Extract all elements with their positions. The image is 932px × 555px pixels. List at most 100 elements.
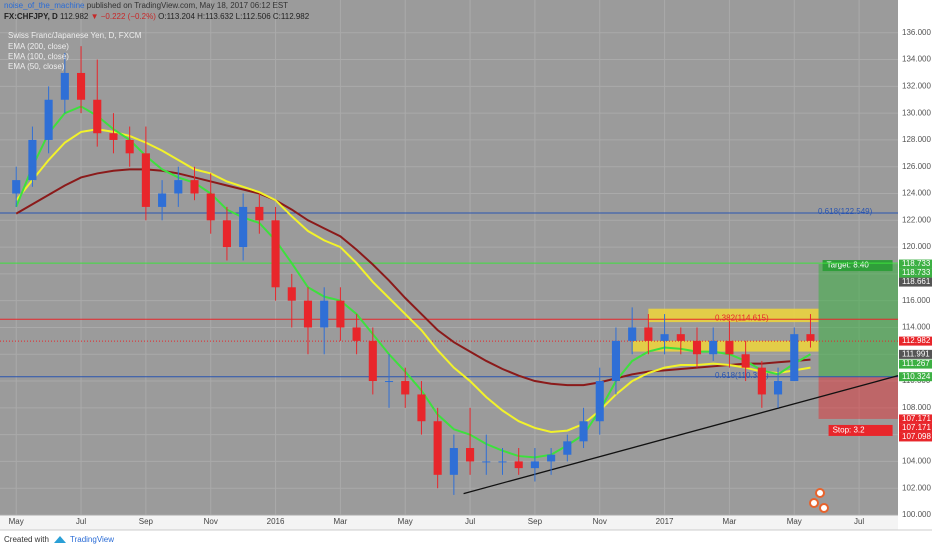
candle-body xyxy=(206,193,215,221)
candle-body xyxy=(628,327,637,341)
y-tick-label: 126.000 xyxy=(902,162,931,171)
brand-logo xyxy=(54,536,66,543)
price-label: 118.733 xyxy=(902,268,931,277)
candle-body xyxy=(611,340,621,382)
y-tick-label: 116.000 xyxy=(902,296,931,305)
legend-item: EMA (100, close) xyxy=(8,52,69,61)
stop-label: Stop: 3.2 xyxy=(833,426,866,435)
ema-line xyxy=(15,128,811,433)
level-label: 0.618(122.549) xyxy=(818,207,873,216)
y-tick-label: 108.000 xyxy=(902,403,931,412)
y-tick-label: 120.000 xyxy=(902,242,931,251)
y-tick-label: 102.000 xyxy=(902,483,931,492)
price-badge xyxy=(899,349,932,359)
stop-badge xyxy=(828,424,893,436)
candle-body xyxy=(660,334,669,341)
y-tick-label: 122.000 xyxy=(902,215,931,224)
published: published on TradingView.com, May 18, 20… xyxy=(85,1,289,10)
x-tick-label: Nov xyxy=(204,517,218,526)
candle-body xyxy=(190,180,199,194)
symbol-line: FX:CHFJPY, D 112.982 ▼ −0.222 (−0.2%) O:… xyxy=(4,12,310,21)
price-label: 118.661 xyxy=(902,277,931,286)
author[interactable]: noise_of_the_machine xyxy=(4,1,85,10)
candle-body xyxy=(401,381,410,395)
y-tick-label: 136.000 xyxy=(902,28,931,37)
price-badge xyxy=(899,423,932,433)
stop-zone xyxy=(818,376,898,419)
candle-body xyxy=(644,327,653,341)
price-badge xyxy=(899,414,932,424)
y-tick-label: 104.000 xyxy=(902,457,931,466)
candle-body xyxy=(482,461,491,463)
change: ▼ −0.222 (−0.2%) xyxy=(91,12,157,21)
price-label: 107.171 xyxy=(902,423,931,432)
x-tick-label: 2016 xyxy=(267,517,285,526)
candle-body xyxy=(449,448,458,475)
candle-body xyxy=(255,206,264,221)
candle-body xyxy=(579,421,588,442)
candle-body xyxy=(773,381,783,395)
x-tick-label: 2017 xyxy=(656,517,674,526)
candle-body xyxy=(676,334,685,341)
candle-body xyxy=(76,72,86,100)
candle-body xyxy=(514,461,523,469)
y-tick-label: 128.000 xyxy=(902,135,931,144)
trendline xyxy=(463,375,899,495)
y-tick-label: 130.000 xyxy=(902,108,931,117)
candle-body xyxy=(595,381,604,422)
candle-body xyxy=(498,461,507,463)
candle-body xyxy=(174,180,183,194)
time-axis xyxy=(0,515,898,530)
target-label: Target: 8.40 xyxy=(827,261,870,270)
x-tick-label: Mar xyxy=(334,517,348,526)
x-tick-label: May xyxy=(787,517,802,526)
legend-item: EMA (50, close) xyxy=(8,62,65,71)
price: 112.982 xyxy=(60,12,89,21)
price-badge xyxy=(899,432,932,442)
x-tick-label: Sep xyxy=(528,517,543,526)
price-label: 111.267 xyxy=(902,359,930,368)
candle-body xyxy=(547,454,556,462)
candle-body xyxy=(757,367,766,395)
candle-body xyxy=(433,421,442,475)
drawing-icons xyxy=(809,488,829,513)
candle-body xyxy=(336,300,345,328)
price-badge xyxy=(899,259,932,269)
price-label: 118.733 xyxy=(902,259,931,268)
legend-item: EMA (200, close) xyxy=(8,42,69,51)
y-tick-label: 124.000 xyxy=(902,189,931,198)
candle-body xyxy=(692,340,702,355)
price-label: 112.982 xyxy=(902,336,931,345)
header-line: noise_of_the_machine published on Tradin… xyxy=(4,1,288,10)
footer-brand[interactable]: TradingView xyxy=(70,535,114,544)
candle-body xyxy=(158,193,167,207)
level-label: 0.618(110.324) xyxy=(715,371,769,380)
target-badge xyxy=(822,260,893,272)
price-label: 111.991 xyxy=(902,349,930,358)
price-badge xyxy=(899,359,932,369)
candle-body xyxy=(790,334,799,382)
candle-body xyxy=(44,99,53,140)
symbol: FX:CHFJPY, D xyxy=(4,12,58,21)
price-label: 107.171 xyxy=(902,414,931,423)
ohlc: O:113.204 H:113.632 L:112.506 C:112.982 xyxy=(158,12,310,21)
y-tick-label: 100.000 xyxy=(902,510,931,519)
candle-body xyxy=(109,133,118,140)
candle-body xyxy=(806,334,815,341)
candle-body xyxy=(320,300,329,328)
candle-body xyxy=(303,300,313,328)
candle-body xyxy=(93,99,102,134)
x-tick-label: Jul xyxy=(854,517,864,526)
plot-layer: Target: 8.40 Stop: 3.2 0.618(122.549) 0.382… xyxy=(0,0,899,516)
candle-body xyxy=(239,206,248,248)
candle-body xyxy=(222,220,231,248)
target-zone xyxy=(818,264,898,377)
plot-area xyxy=(0,0,898,515)
candle-body xyxy=(709,340,718,355)
candle-body xyxy=(125,139,134,154)
price-badge xyxy=(899,277,932,287)
candle-body xyxy=(352,327,361,341)
y-tick-label: 132.000 xyxy=(902,81,931,90)
price-badge xyxy=(899,372,932,382)
price-badge xyxy=(899,336,932,346)
